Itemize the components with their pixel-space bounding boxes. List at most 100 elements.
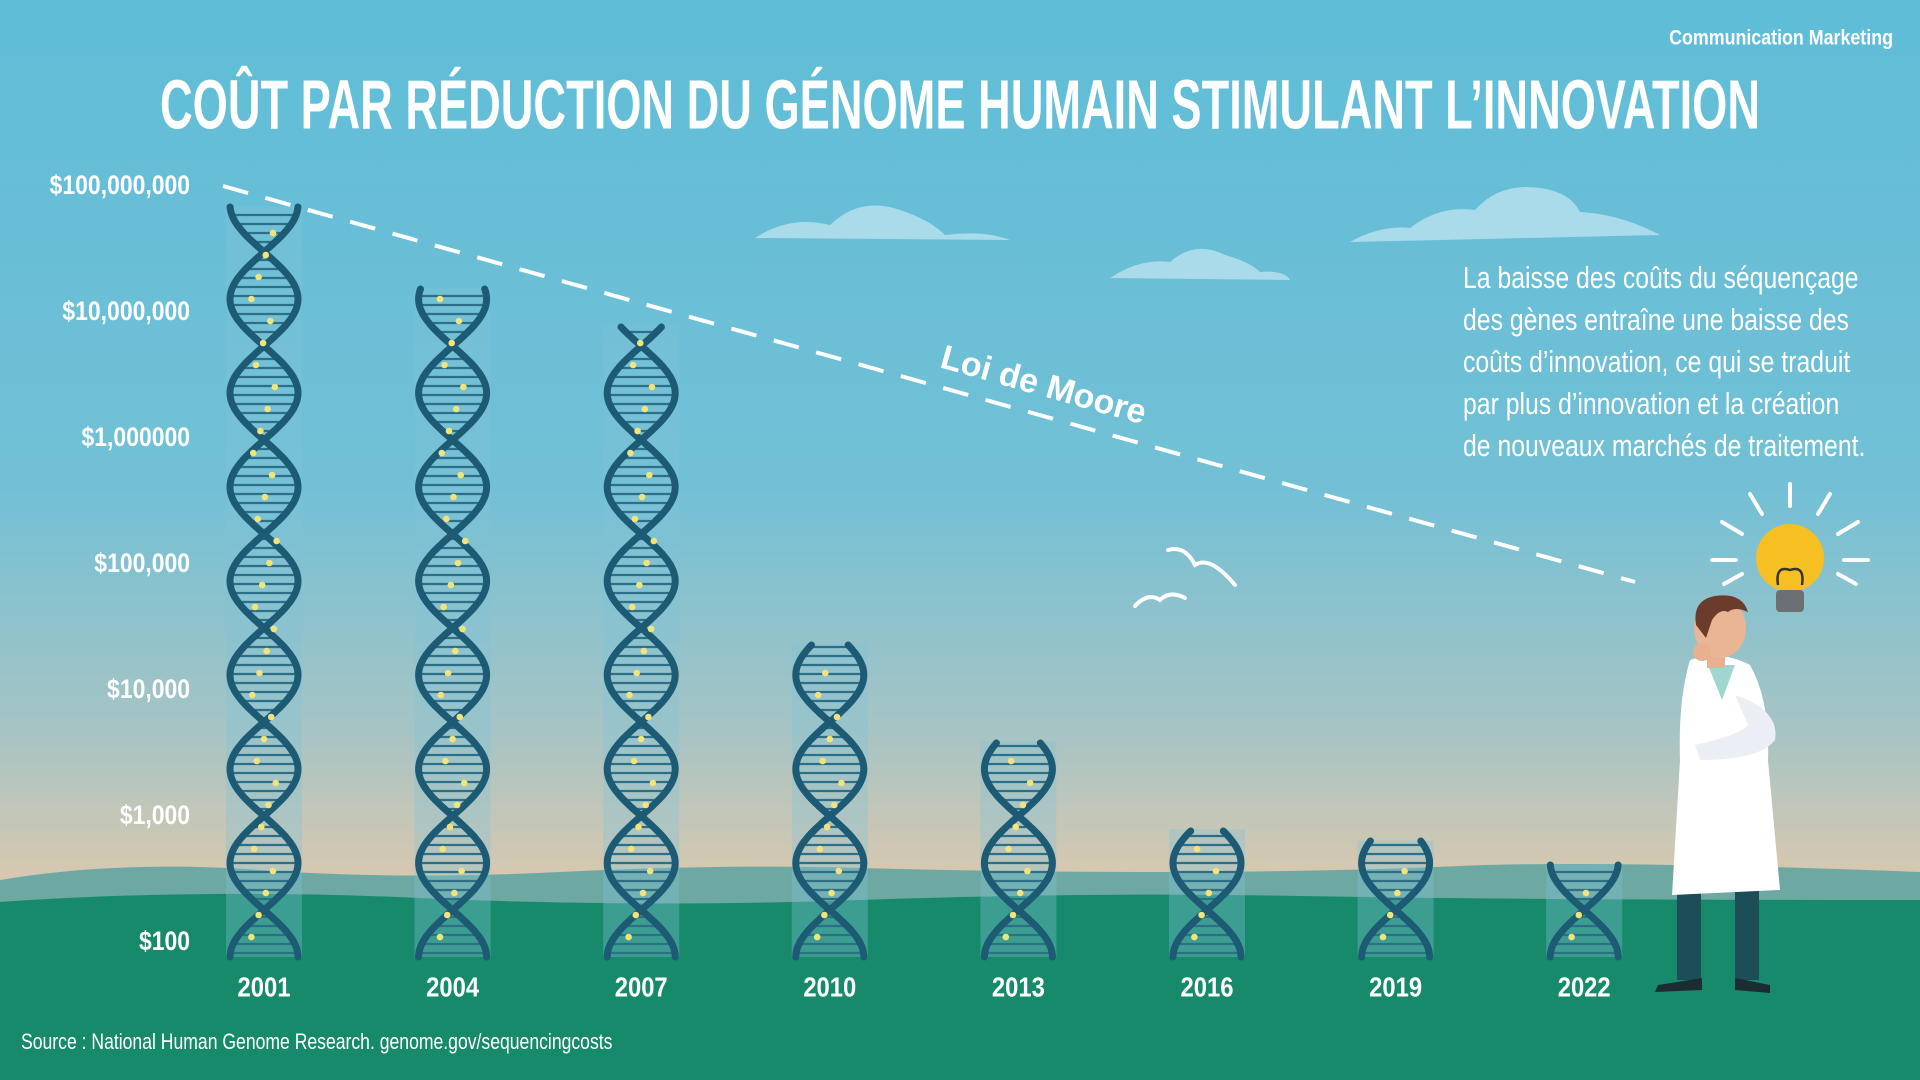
dot xyxy=(628,845,635,853)
note-line: La baisse des coûts du séquençage xyxy=(1463,261,1859,295)
trend-line xyxy=(222,184,1636,584)
y-tick-label: $10,000,000 xyxy=(62,296,190,326)
ray xyxy=(1836,572,1858,586)
dot xyxy=(438,449,446,457)
dot xyxy=(457,471,465,479)
dot xyxy=(1024,867,1031,875)
dot xyxy=(833,713,841,721)
dot xyxy=(436,933,444,941)
dna-bar xyxy=(1546,861,1623,961)
dot xyxy=(256,669,263,677)
dot xyxy=(444,669,452,677)
dot xyxy=(450,493,457,501)
dot xyxy=(454,559,462,567)
dot xyxy=(632,911,640,919)
dot xyxy=(629,361,637,369)
dot xyxy=(447,581,455,589)
dot xyxy=(269,867,277,875)
note: La baisse des coûts du séquençage des gèn… xyxy=(1463,261,1865,463)
x-tick-label: 2010 xyxy=(803,971,856,1003)
dot xyxy=(260,735,268,743)
dot xyxy=(630,757,638,765)
dot xyxy=(639,889,647,897)
dot xyxy=(641,405,649,413)
dot xyxy=(459,625,466,633)
dot xyxy=(461,537,469,545)
bar xyxy=(980,741,1057,957)
dot xyxy=(822,669,829,677)
x-axis: 2001 2004 2007 2010 2013 2016 2019 2022 xyxy=(238,971,1611,1003)
dot xyxy=(253,757,261,765)
dot xyxy=(1394,889,1401,897)
dot xyxy=(266,559,273,567)
dot xyxy=(251,603,259,611)
dot xyxy=(1401,867,1408,875)
dot xyxy=(445,427,453,435)
dot xyxy=(633,669,640,677)
dot xyxy=(458,867,465,875)
x-tick-label: 2019 xyxy=(1369,971,1422,1003)
dot xyxy=(439,845,447,853)
dot xyxy=(816,845,824,853)
dot xyxy=(1212,867,1220,875)
dot xyxy=(1012,823,1019,831)
dot xyxy=(1002,933,1010,941)
strand xyxy=(792,641,868,961)
dot xyxy=(269,229,277,237)
dot xyxy=(267,713,275,721)
dot xyxy=(643,559,650,567)
brand: Communication Marketing xyxy=(1669,26,1893,50)
dot xyxy=(1575,911,1583,919)
x-tick-label: 2022 xyxy=(1558,971,1611,1003)
dot xyxy=(449,735,456,743)
leg xyxy=(1735,890,1759,980)
dot xyxy=(835,867,843,875)
dot xyxy=(828,889,835,897)
dot xyxy=(1582,889,1590,897)
dna-bar xyxy=(603,323,680,961)
dna-bar xyxy=(226,203,302,961)
dot xyxy=(826,735,834,743)
strand xyxy=(603,323,679,961)
scientist xyxy=(1655,482,1870,993)
dot xyxy=(1568,933,1575,941)
strand xyxy=(415,285,491,961)
dot xyxy=(814,691,822,699)
dot xyxy=(646,471,653,479)
dot xyxy=(441,361,448,369)
dot xyxy=(638,493,646,501)
bar xyxy=(414,287,491,957)
y-tick-label: $10,000 xyxy=(107,674,190,704)
bulb xyxy=(1756,524,1824,592)
dna-bar xyxy=(414,285,491,961)
dot xyxy=(440,603,447,611)
dot xyxy=(631,515,639,523)
hair xyxy=(1695,595,1748,638)
dot xyxy=(262,889,270,897)
hand xyxy=(1693,643,1711,661)
dot xyxy=(1016,889,1024,897)
y-tick-label: $100,000 xyxy=(94,548,190,578)
note-line: coûts d’innovation, ce qui se traduit xyxy=(1463,345,1850,379)
dot xyxy=(263,647,271,655)
dot xyxy=(1386,911,1394,919)
dot xyxy=(813,933,821,941)
dot xyxy=(455,317,463,325)
dot xyxy=(637,339,644,347)
dot xyxy=(649,779,657,787)
dot xyxy=(1007,757,1015,765)
dot xyxy=(627,449,634,457)
y-tick-label: $100,000,000 xyxy=(50,170,190,200)
dot xyxy=(257,427,264,435)
dot xyxy=(460,383,467,391)
x-tick-label: 2001 xyxy=(238,971,291,1003)
dot xyxy=(270,625,278,633)
bird xyxy=(1166,547,1237,587)
collar xyxy=(1708,665,1735,700)
cloud xyxy=(755,205,1010,240)
dot xyxy=(1379,933,1387,941)
dna-bar xyxy=(791,641,868,961)
dot xyxy=(461,779,468,787)
